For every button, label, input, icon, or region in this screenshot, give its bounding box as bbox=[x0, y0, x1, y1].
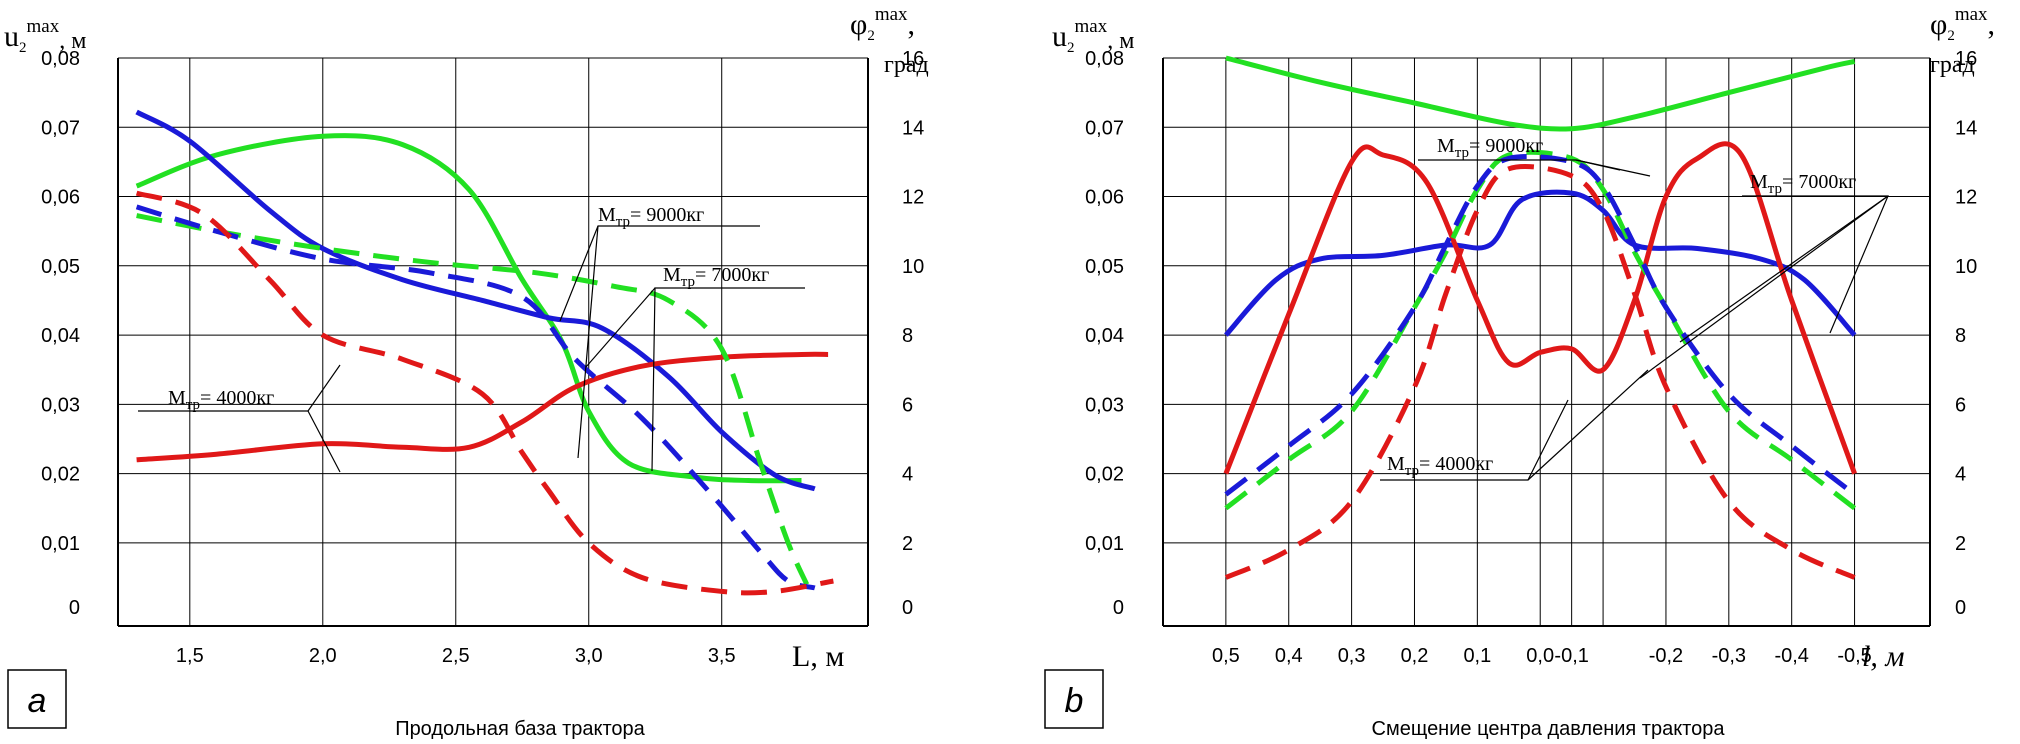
chart-b-caption: Смещение центра давления трактора bbox=[1372, 718, 1726, 740]
chart-a-annotation-7000-text: Mтр= 7000кг bbox=[663, 264, 769, 290]
chart-b-ylabel: u2max, м bbox=[1052, 16, 1134, 56]
chart-b-xtick-label: -0,2 bbox=[1649, 645, 1683, 667]
chart-a-y2unit: град bbox=[884, 52, 929, 78]
chart-b-xlabel: l, м bbox=[1862, 640, 1904, 673]
chart-b-y2tick-label: 2 bbox=[1955, 533, 1966, 555]
chart-b-xtick-label: 0,1 bbox=[1463, 645, 1491, 667]
chart-b-series-phi2max-4 bbox=[1224, 154, 1857, 497]
chart-b: u2max, м φ2max, град 0,080,070,060,050,0… bbox=[1044, 4, 1995, 740]
chart-a-y2tick-label: 6 bbox=[902, 394, 913, 416]
chart-b-y2unit: град bbox=[1930, 52, 1975, 78]
chart-b-xtick-label: 0,4 bbox=[1275, 645, 1303, 667]
chart-b-annotation-4000: Mтр= 4000кг bbox=[1380, 369, 1649, 481]
chart-a-xtick-label: 2,0 bbox=[309, 645, 337, 667]
chart-b-series-u2max-2 bbox=[1223, 141, 1857, 475]
chart-b-ytick-label: 0 bbox=[1113, 597, 1124, 619]
chart-a-y2tick-label: 4 bbox=[902, 464, 913, 486]
chart-a-y2tick-label: 0 bbox=[902, 597, 913, 619]
chart-b-series-phi2max-3 bbox=[1224, 149, 1857, 511]
chart-a-annotation-9000: Mтр= 9000кг bbox=[559, 204, 760, 459]
chart-a-series-u2max-2 bbox=[136, 351, 829, 463]
chart-b-annotation-9000: Mтр= 9000кг bbox=[1418, 135, 1651, 177]
chart-a-ytick-label: 0,07 bbox=[41, 117, 80, 139]
chart-a-ytick-label: 0,06 bbox=[41, 187, 80, 209]
chart-b-xtick-label: -0,5 bbox=[1837, 645, 1871, 667]
chart-a-series-phi2max-5 bbox=[135, 190, 834, 596]
chart-a-series-phi2max-4 bbox=[135, 204, 816, 591]
chart-a-ytick-label: 0,05 bbox=[41, 256, 80, 278]
chart-b-xtick-label: 0,0 bbox=[1526, 645, 1554, 667]
chart-b-xtick-label: -0,1 bbox=[1554, 645, 1588, 667]
chart-a-ytick-label: 0,08 bbox=[41, 48, 80, 70]
chart-a-ytick-label: 0,03 bbox=[41, 394, 80, 416]
chart-b-y2tick-label: 0 bbox=[1955, 597, 1966, 619]
chart-b-y2label: φ2max, bbox=[1930, 4, 1995, 44]
chart-b-annotation-4000-text: Mтр= 4000кг bbox=[1387, 453, 1493, 479]
chart-b-y2tick-label: 4 bbox=[1955, 464, 1966, 486]
chart-b-y2tick-label: 14 bbox=[1955, 117, 1977, 139]
chart-b-y2tick-label: 16 bbox=[1955, 48, 1977, 70]
chart-a-y2tick-label: 8 bbox=[902, 325, 913, 347]
chart-b-xtick-label: 0,3 bbox=[1338, 645, 1366, 667]
chart-b-series-u2max-0 bbox=[1225, 55, 1856, 132]
chart-b-xtick-label: -0,3 bbox=[1712, 645, 1746, 667]
chart-a-y2tick-label: 16 bbox=[902, 48, 924, 70]
chart-b-y2tick-label: 12 bbox=[1955, 187, 1977, 209]
chart-b-xtick-label: 0,5 bbox=[1212, 645, 1240, 667]
chart-a: u2max, м φ2max, град 0,08 0,07 0,06 0,05 0,0… bbox=[4, 4, 929, 740]
chart-b-y2tick-label: 8 bbox=[1955, 325, 1966, 347]
chart-b-xtick-label: 0,2 bbox=[1401, 645, 1429, 667]
chart-a-annotation-4000: Mтр= 4000кг bbox=[138, 364, 341, 473]
chart-b-series-u2max-1 bbox=[1224, 189, 1857, 337]
chart-a-annotation-4000-text: Mтр= 4000кг bbox=[168, 387, 274, 413]
chart-b-ytick-label: 0,04 bbox=[1085, 325, 1124, 347]
chart-a-panel-label: a bbox=[28, 682, 47, 720]
chart-b-annotation-9000-text: Mтр= 9000кг bbox=[1437, 135, 1543, 161]
chart-a-series-u2max-0 bbox=[135, 133, 802, 484]
chart-a-ytick-label: 0,01 bbox=[41, 533, 80, 555]
chart-a-annotation-9000-text: Mтр= 9000кг bbox=[598, 204, 704, 230]
chart-b-y2tick-label: 10 bbox=[1955, 256, 1977, 278]
chart-a-y2tick-label: 12 bbox=[902, 187, 924, 209]
chart-a-xlabel: L, м bbox=[792, 640, 844, 673]
chart-a-xtick-label: 3,0 bbox=[575, 645, 603, 667]
chart-a-y2label: φ2max, bbox=[850, 4, 915, 44]
chart-a-series-phi2max-3 bbox=[136, 213, 810, 586]
chart-b-annotation-7000-text: Mтр= 7000кг bbox=[1750, 171, 1856, 197]
chart-a-ylabel: u2max, м bbox=[4, 16, 86, 56]
chart-b-panel-box bbox=[1044, 669, 1104, 729]
chart-a-ytick-label: 0,02 bbox=[41, 464, 80, 486]
chart-b-ytick-label: 0,08 bbox=[1085, 48, 1124, 70]
chart-a-caption: Продольная база трактора bbox=[395, 718, 645, 740]
chart-a-ytick-label: 0 bbox=[69, 597, 80, 619]
chart-a-series-u2max-1 bbox=[135, 109, 816, 492]
chart-a-y2tick-label: 2 bbox=[902, 533, 913, 555]
chart-b-ytick-label: 0,03 bbox=[1085, 394, 1124, 416]
chart-a-y2tick-label: 10 bbox=[902, 256, 924, 278]
chart-a-ytick-label: 0,04 bbox=[41, 325, 80, 347]
chart-b-ytick-label: 0,07 bbox=[1085, 117, 1124, 139]
chart-b-xtick-label: -0,4 bbox=[1774, 645, 1808, 667]
chart-a-xtick-label: 3,5 bbox=[708, 645, 736, 667]
chart-a-xtick-label: 2,5 bbox=[442, 645, 470, 667]
chart-b-ytick-label: 0,05 bbox=[1085, 256, 1124, 278]
chart-a-y2tick-label: 14 bbox=[902, 117, 924, 139]
chart-a-xtick-label: 1,5 bbox=[176, 645, 204, 667]
chart-b-ytick-label: 0,01 bbox=[1085, 533, 1124, 555]
chart-a-panel-box bbox=[7, 669, 67, 729]
chart-b-annotation-7000: Mтр= 7000кг bbox=[1639, 171, 1889, 379]
chart-a-annotation-7000: Mтр= 7000кг bbox=[585, 264, 805, 472]
chart-b-ytick-label: 0,02 bbox=[1085, 464, 1124, 486]
chart-b-series-phi2max-5 bbox=[1224, 164, 1856, 580]
chart-b-y2tick-label: 6 bbox=[1955, 394, 1966, 416]
chart-b-panel-label: b bbox=[1065, 682, 1084, 720]
chart-b-ytick-label: 0,06 bbox=[1085, 187, 1124, 209]
